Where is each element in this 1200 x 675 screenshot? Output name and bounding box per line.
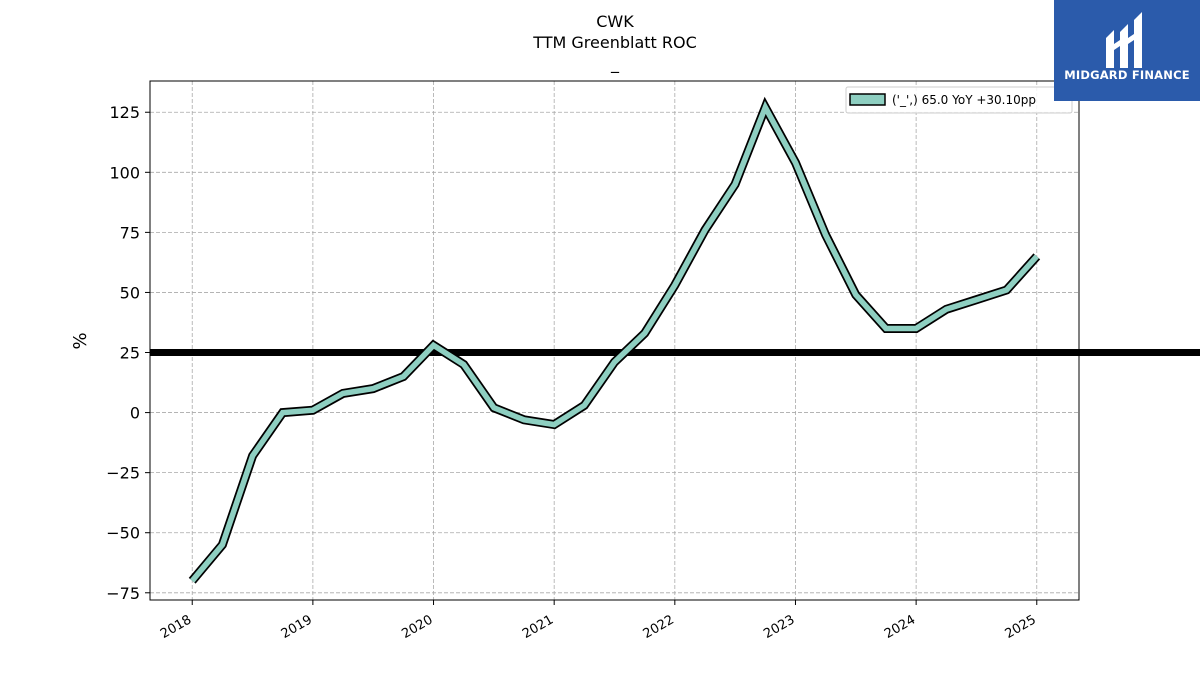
series: [188, 96, 1041, 584]
x-tick-label: 2023: [761, 612, 797, 642]
midgard-logo: MIDGARD FINANCE: [1054, 0, 1200, 101]
x-tick-label: 2024: [882, 612, 918, 642]
legend-swatch: [849, 93, 886, 106]
chart-subtitle-2: _: [610, 54, 620, 74]
x-axis: 2018 2019 2020 2021 2022 2023 2024 2025: [158, 600, 1039, 642]
plot-frame: [149, 80, 1080, 601]
x-tick-label: 2019: [279, 612, 315, 642]
y-axis: 125 100 75 50 25 0 −25 −50 −75: [106, 103, 150, 603]
series-line-outline: [188, 96, 1041, 584]
series-line: [190, 100, 1039, 583]
x-tick-label: 2022: [641, 612, 677, 642]
y-tick-label: 125: [109, 103, 140, 122]
y-axis-label: %: [70, 332, 91, 349]
y-tick-label: 0: [130, 404, 140, 423]
x-tick-label: 2018: [158, 612, 194, 642]
chart-subtitle: TTM Greenblatt ROC: [532, 33, 697, 52]
y-tick-label: 75: [120, 223, 140, 242]
x-tick-label: 2020: [399, 612, 435, 642]
y-tick-label: 50: [120, 283, 140, 302]
logo-text: MIDGARD FINANCE: [1064, 68, 1190, 82]
y-tick-label: −25: [106, 464, 140, 483]
x-tick-label: 2025: [1003, 612, 1039, 642]
y-tick-label: 100: [109, 163, 140, 182]
grid: [150, 81, 1079, 600]
x-tick-label: 2021: [520, 612, 556, 642]
legend: ('_',) 65.0 YoY +30.10pp: [845, 86, 1073, 114]
midgard-logo-icon: [1106, 12, 1142, 68]
y-tick-label: −50: [106, 524, 140, 543]
y-tick-label: −75: [106, 584, 140, 603]
y-tick-label: 25: [120, 344, 140, 363]
legend-label: ('_',) 65.0 YoY +30.10pp: [892, 93, 1036, 107]
chart-title: CWK: [596, 12, 634, 31]
